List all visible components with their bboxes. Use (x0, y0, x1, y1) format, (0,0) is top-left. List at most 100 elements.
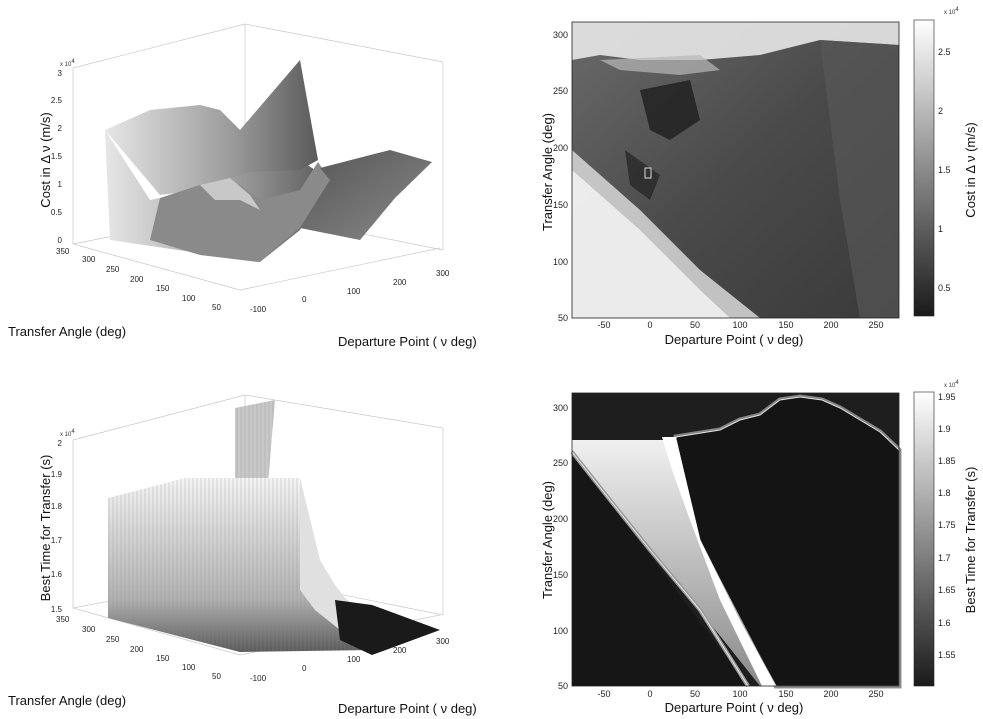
y-tick: 300 (553, 403, 568, 413)
y-tick: 150 (553, 570, 568, 580)
x-tick: 250 (868, 689, 883, 699)
z-tick: 1.8 (51, 502, 63, 511)
z-tick: 1.9 (51, 470, 63, 479)
y-axis-label: Transfer Angle (deg) (8, 693, 126, 708)
y-tick: 150 (553, 200, 568, 210)
colorbar-top-right: 0.5 1 1.5 2 2.5 x 104 Cost in Δ ν (m/s) (913, 7, 978, 317)
z-tick: 0 (58, 236, 63, 245)
y-tick: 150 (156, 654, 170, 663)
x-tick: 100 (347, 287, 361, 296)
x-ticks-bottom-left: -100 0 100 200 300 (250, 637, 450, 683)
colorbar-tick: 1.85 (938, 456, 956, 466)
z-tick: 0.5 (51, 208, 63, 217)
x-tick: 200 (393, 646, 407, 655)
z-tick: 1 (58, 180, 63, 189)
z-tick: 1.6 (51, 570, 63, 579)
z-tick: 1.7 (51, 536, 63, 545)
colorbar-tick: 1.6 (938, 618, 951, 628)
colorbar-tick: 1.65 (938, 585, 956, 595)
y-tick: 200 (553, 143, 568, 153)
z-tick: 1.5 (51, 152, 63, 161)
z-axis-label: Cost in Δ ν (m/s) (38, 112, 53, 207)
x-tick: 0 (647, 320, 652, 330)
y-tick: 350 (56, 247, 70, 256)
z-multiplier: x 104 (60, 59, 75, 68)
x-tick: 0 (302, 664, 307, 673)
x-axis-label: Departure Point ( ν deg) (665, 332, 804, 347)
z-tick: 3 (58, 69, 63, 78)
x-tick: -100 (250, 674, 267, 683)
panel-bottom-right: -50 0 50 100 150 200 250 50 100 150 200 … (540, 380, 978, 715)
z-tick: 2 (58, 124, 63, 133)
x-tick: -100 (250, 305, 267, 314)
x-ticks-top-right: -50 0 50 100 150 200 250 (597, 320, 883, 330)
colorbar-tick: 1.7 (938, 553, 951, 563)
colorbar-label: Best Time for Transfer (s) (963, 467, 978, 614)
x-tick: 300 (436, 637, 450, 646)
y-ticks-bottom-right: 50 100 150 200 250 300 (553, 403, 568, 691)
x-axis-label: Departure Point ( ν deg) (665, 700, 804, 715)
z-axis-label: Best Time for Transfer (s) (38, 455, 53, 602)
panel-top-left: 0 0.5 1 1.5 2 2.5 3 x 104 350 300 250 20… (8, 23, 477, 349)
heatmap-bottom-right (570, 392, 902, 689)
colorbar-tick: 1.55 (938, 650, 956, 660)
x-tick: 200 (823, 689, 838, 699)
colorbar-multiplier: x 104 (944, 380, 959, 389)
y-tick: 300 (82, 255, 96, 264)
surface-bottom-left (108, 400, 440, 655)
y-tick: 250 (106, 265, 120, 274)
y-tick: 250 (553, 458, 568, 468)
z-tick: 2 (58, 439, 63, 448)
y-axis-label: Transfer Angle (deg) (8, 324, 126, 339)
x-tick: 50 (690, 689, 700, 699)
y-tick: 100 (553, 257, 568, 267)
y-tick: 150 (156, 284, 170, 293)
x-tick: 100 (732, 320, 747, 330)
x-tick: 150 (778, 320, 793, 330)
colorbar-tick: 2 (938, 106, 943, 116)
y-ticks-top-right: 50 100 150 200 250 300 (553, 30, 568, 323)
colorbar-tick: 1.5 (938, 165, 951, 175)
x-ticks-top-left: -100 0 100 200 300 (250, 269, 450, 314)
y-tick: 350 (56, 615, 70, 624)
surface-top-left (105, 60, 432, 262)
y-tick: 100 (553, 626, 568, 636)
x-tick: 150 (778, 689, 793, 699)
y-tick: 200 (130, 275, 144, 284)
x-tick: 50 (690, 320, 700, 330)
x-axis-label: Departure Point ( ν deg) (338, 701, 477, 716)
z-tick: 2.5 (51, 96, 63, 105)
x-tick: 0 (647, 689, 652, 699)
x-ticks-bottom-right: -50 0 50 100 150 200 250 (597, 689, 883, 699)
y-tick: 250 (553, 86, 568, 96)
x-tick: 200 (393, 278, 407, 287)
z-ticks-bottom-left: 1.5 1.6 1.7 1.8 1.9 2 (51, 439, 63, 614)
colorbar-tick: 0.5 (938, 283, 951, 293)
y-tick: 200 (130, 645, 144, 654)
y-tick: 50 (212, 672, 221, 681)
y-tick: 200 (553, 514, 568, 524)
y-tick: 50 (212, 303, 221, 312)
y-axis-label: Transfer Angle (deg) (540, 481, 555, 599)
colorbar-tick: 2.5 (938, 47, 951, 57)
y-tick: 300 (553, 30, 568, 40)
x-axis-label: Departure Point ( ν deg) (338, 334, 477, 349)
colorbar-tick: 1.8 (938, 488, 951, 498)
colorbar-tick: 1.9 (938, 424, 951, 434)
x-tick: 100 (732, 689, 747, 699)
panel-top-right: -50 0 50 100 150 200 250 50 100 150 200 … (540, 7, 978, 347)
x-tick: 300 (436, 269, 450, 278)
y-axis-label: Transfer Angle (deg) (540, 113, 555, 231)
x-tick: 100 (347, 655, 361, 664)
z-tick: 1.5 (51, 605, 63, 614)
colorbar-tick: 1.95 (938, 392, 956, 402)
x-tick: -50 (597, 689, 610, 699)
x-tick: 250 (868, 320, 883, 330)
y-tick: 250 (106, 635, 120, 644)
y-tick: 100 (182, 294, 196, 303)
z-multiplier: x 104 (60, 429, 75, 438)
colorbar-bottom-right: 1.55 1.6 1.65 1.7 1.75 1.8 1.85 1.9 1.95… (913, 380, 978, 687)
y-tick: 100 (182, 663, 196, 672)
x-tick: 0 (302, 295, 307, 304)
